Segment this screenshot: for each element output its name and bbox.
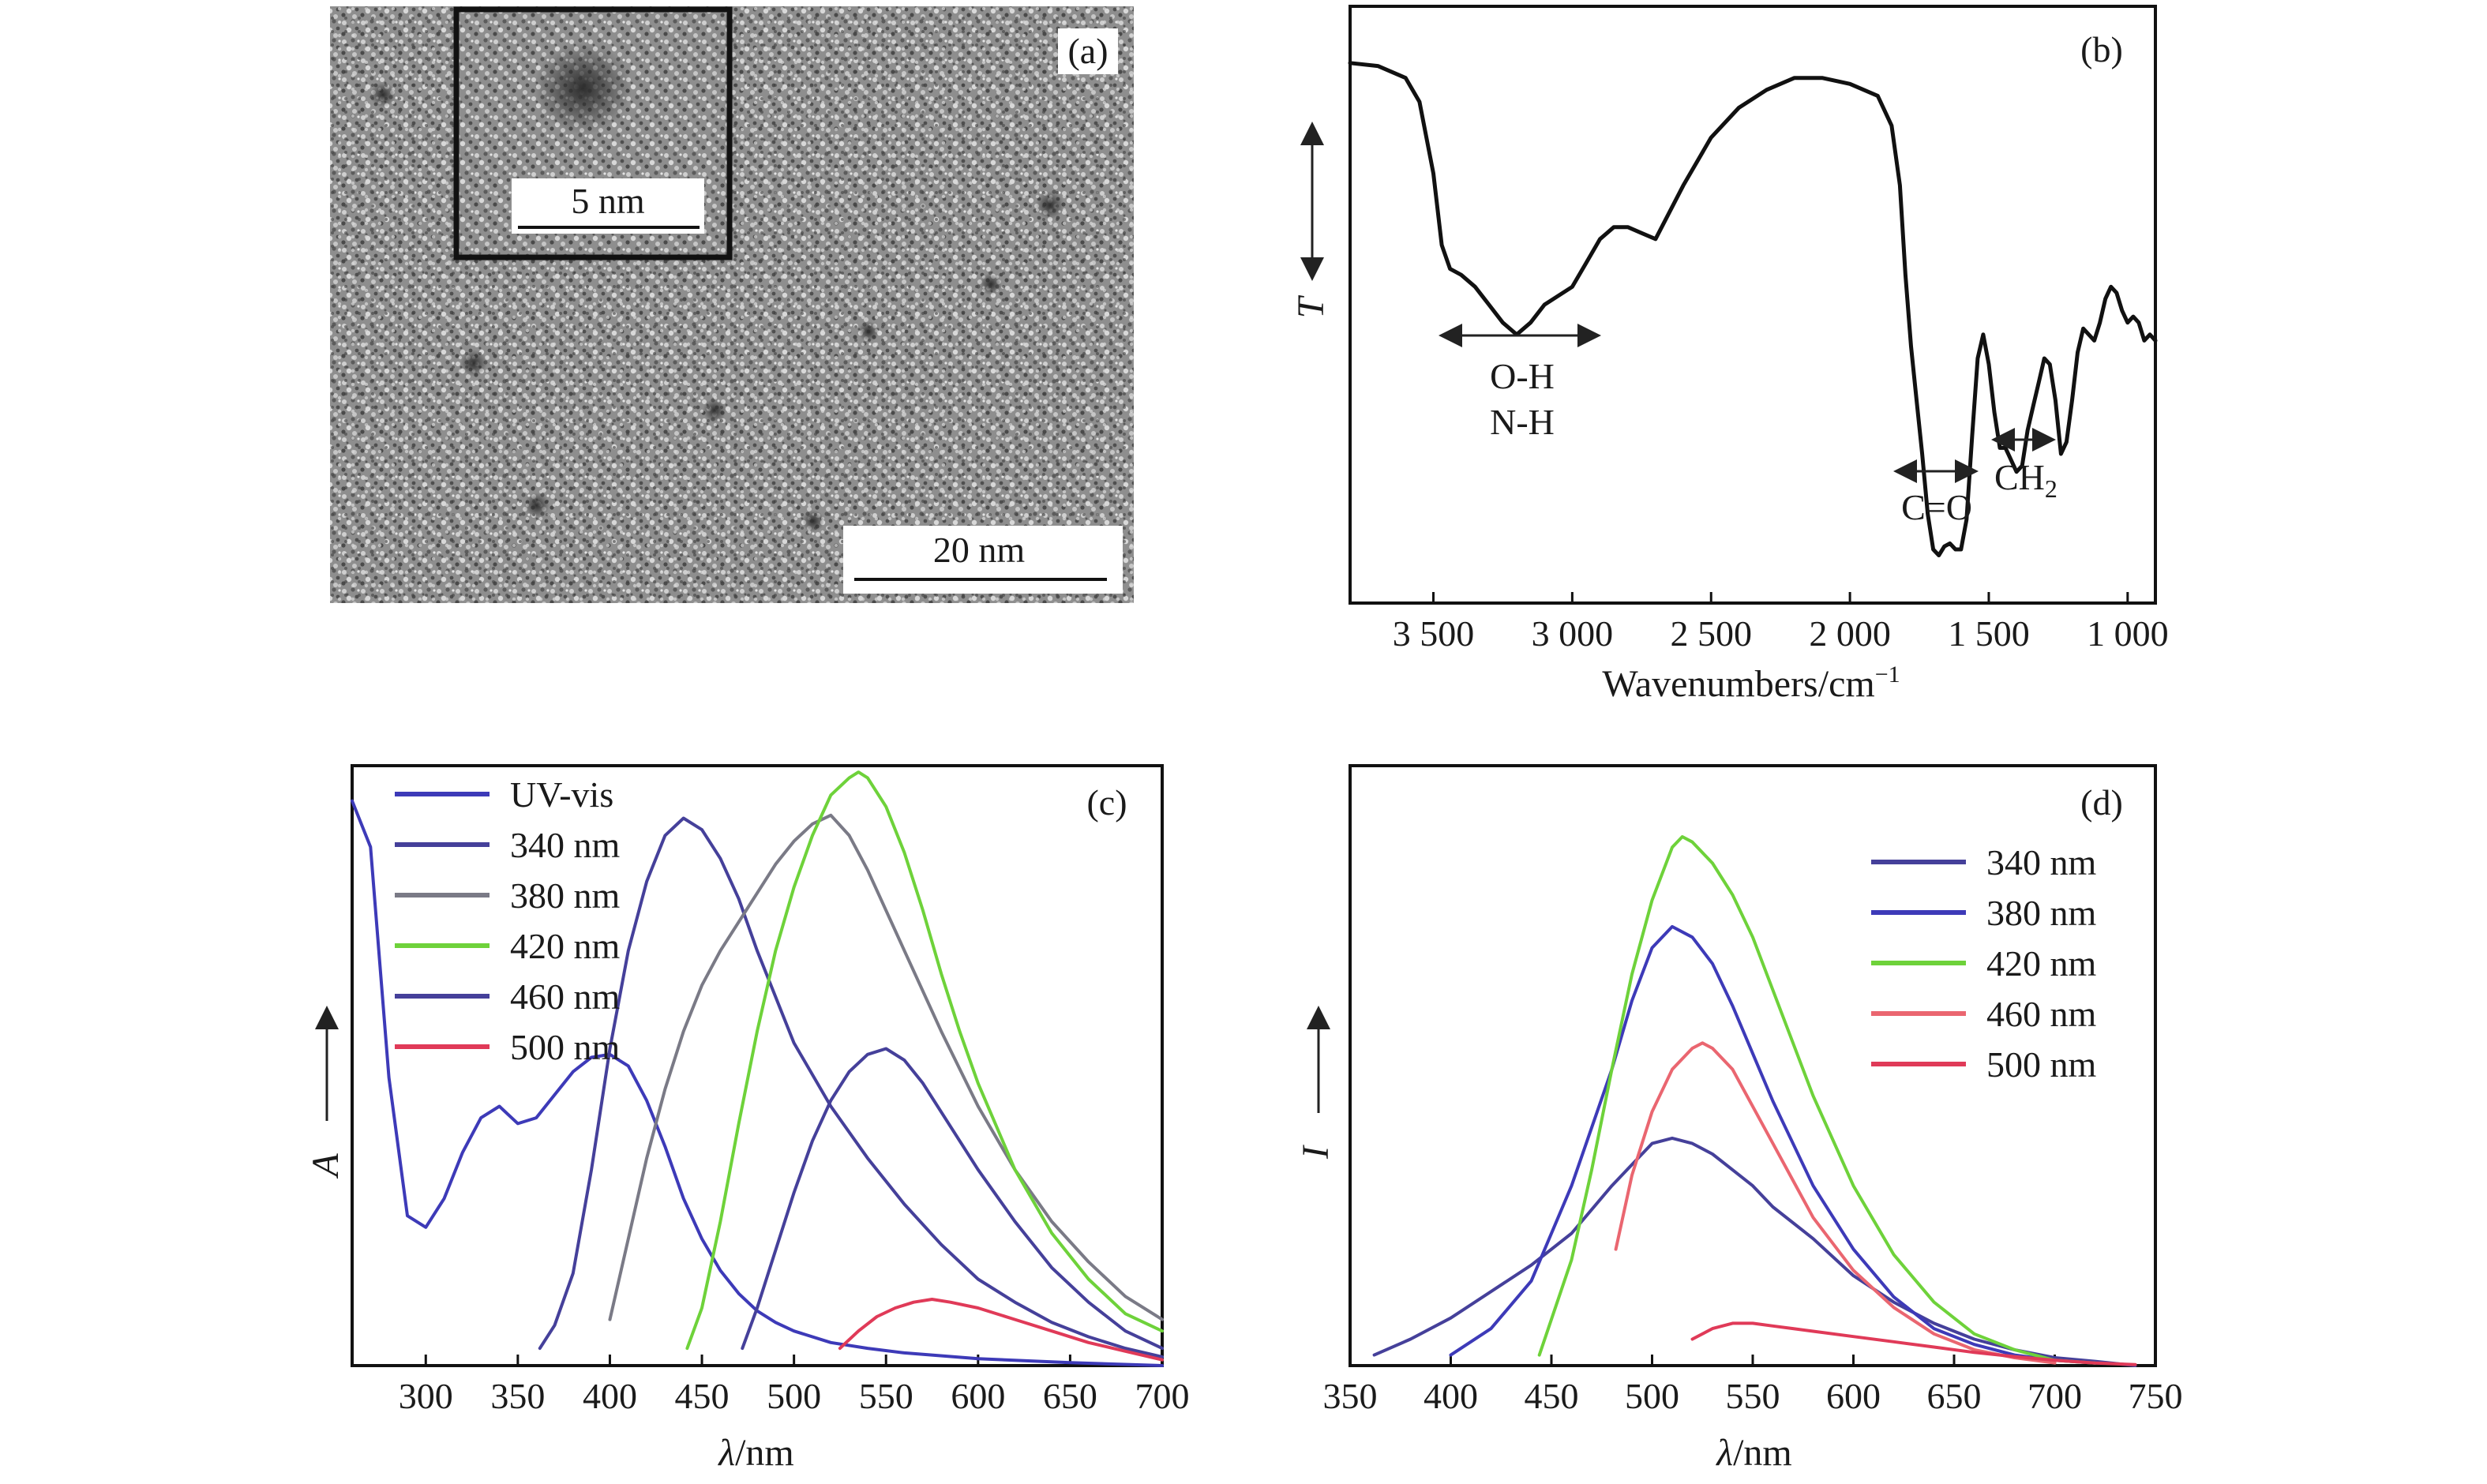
legend-label: 460 nm xyxy=(510,976,621,1017)
oh-annotation: O-H xyxy=(1490,356,1555,396)
x-tick-label: 400 xyxy=(1424,1376,1478,1416)
x-tick-label: 700 xyxy=(2027,1376,2082,1416)
panel-d-x-ticks: 350 400 450 500 550 600 650 700 750 xyxy=(1323,1355,2183,1416)
ch2-annotation: CH2 xyxy=(1994,457,2057,503)
series-line-uv-vis xyxy=(351,799,1164,1367)
panel-b-ylabel: T xyxy=(1290,294,1332,318)
x-tick-label: 3 500 xyxy=(1393,613,1475,654)
legend-label: 380 nm xyxy=(1986,893,2097,933)
panel-b-ftir: 3 500 3 000 2 500 2 000 1 500 1 000 (b) T Wav… xyxy=(1290,5,2169,705)
x-tick-label: 550 xyxy=(1726,1376,1780,1416)
series-line-ftir xyxy=(1348,61,2158,557)
x-tick-label: 700 xyxy=(1135,1376,1190,1416)
x-tick-label: 600 xyxy=(951,1376,1005,1416)
legend-label: 380 nm xyxy=(510,875,621,916)
series-line-460-nm xyxy=(1614,1041,2057,1365)
panel-b-label: (b) xyxy=(2080,29,2123,69)
x-tick-label: 400 xyxy=(583,1376,637,1416)
panel-b-series xyxy=(1348,61,2158,557)
panel-d-ylabel: I xyxy=(1295,1145,1337,1160)
x-tick-label: 550 xyxy=(859,1376,913,1416)
series-line-380-nm xyxy=(1449,924,2097,1365)
panel-a-label-box xyxy=(1058,28,1118,74)
series-line-460-nm xyxy=(741,1047,1164,1351)
x-tick-label: 500 xyxy=(767,1376,821,1416)
panel-a-label: (a) xyxy=(1067,31,1108,71)
panel-c-xlabel: λ/nm xyxy=(717,1432,793,1474)
x-tick-label: 500 xyxy=(1625,1376,1679,1416)
legend-label: 340 nm xyxy=(1986,842,2097,883)
legend-label: 500 nm xyxy=(1986,1044,2097,1085)
series-line-500-nm xyxy=(1690,1321,2137,1366)
series-line-420-nm xyxy=(1537,835,2097,1365)
panel-c-legend: UV-vis 340 nm 380 nm 420 nm 460 nm 500 nm xyxy=(395,774,621,1067)
panel-c-absorption: 300 350 400 450 500 550 600 650 700 (c) UV-vis 34… xyxy=(305,764,1190,1474)
x-tick-label: 650 xyxy=(1043,1376,1097,1416)
co-annotation: C=O xyxy=(1901,487,1972,527)
panel-c-frame xyxy=(351,764,1164,1367)
panel-c-series xyxy=(351,770,1164,1367)
panel-d-legend: 340 nm 380 nm 420 nm 460 nm 500 nm xyxy=(1871,842,2097,1085)
panel-c-label: (c) xyxy=(1086,782,1127,823)
series-line-340-nm xyxy=(1372,1136,2137,1367)
x-tick-label: 450 xyxy=(675,1376,730,1416)
x-tick-label: 2 000 xyxy=(1809,613,1891,654)
panel-a-tem-image: 5 nm 20 nm (a) xyxy=(330,6,1134,603)
inset-nanoparticle xyxy=(534,43,632,134)
x-tick-label: 650 xyxy=(1927,1376,1982,1416)
panel-c-ylabel: A xyxy=(305,1153,347,1179)
inset-scale-box xyxy=(512,178,704,234)
main-scale-box xyxy=(843,526,1123,594)
x-tick-label: 350 xyxy=(490,1376,545,1416)
main-scale-label: 20 nm xyxy=(933,530,1026,570)
panel-d-label: (d) xyxy=(2080,782,2123,823)
legend-label: UV-vis xyxy=(510,774,613,815)
legend-label: 420 nm xyxy=(1986,943,2097,984)
panel-c-x-ticks: 300 350 400 450 500 550 600 650 700 xyxy=(399,1355,1190,1416)
nh-annotation: N-H xyxy=(1490,402,1555,442)
panel-d-xlabel: λ/nm xyxy=(1715,1432,1791,1474)
series-line-340-nm xyxy=(538,816,1164,1358)
inset-scale-label: 5 nm xyxy=(571,181,645,221)
tem-dark-particles xyxy=(370,82,1064,532)
legend-label: 460 nm xyxy=(1986,994,2097,1034)
x-tick-label: 3 000 xyxy=(1532,613,1614,654)
x-tick-label: 1 500 xyxy=(1948,613,2030,654)
series-line-500-nm xyxy=(838,1298,1164,1362)
x-tick-label: 600 xyxy=(1826,1376,1881,1416)
x-tick-label: 300 xyxy=(399,1376,453,1416)
panel-b-x-ticks: 3 500 3 000 2 500 2 000 1 500 1 000 xyxy=(1393,592,2169,654)
panel-b-frame xyxy=(1349,5,2157,605)
x-tick-label: 350 xyxy=(1323,1376,1378,1416)
legend-label: 420 nm xyxy=(510,926,621,966)
panel-d-series xyxy=(1372,835,2137,1367)
x-tick-label: 750 xyxy=(2129,1376,2183,1416)
x-tick-label: 2 500 xyxy=(1670,613,1752,654)
panel-b-xlabel: Wavenumbers/cm−1 xyxy=(1602,661,1900,705)
x-tick-label: 450 xyxy=(1525,1376,1579,1416)
legend-label: 340 nm xyxy=(510,825,621,865)
x-tick-label: 1 000 xyxy=(2087,613,2169,654)
series-line-420-nm xyxy=(685,770,1164,1351)
legend-label: 500 nm xyxy=(510,1027,621,1067)
series-line-380-nm xyxy=(608,813,1164,1321)
panel-d-emission: 350 400 450 500 550 600 650 700 750 (d) 340 nm 38… xyxy=(1295,764,2183,1474)
